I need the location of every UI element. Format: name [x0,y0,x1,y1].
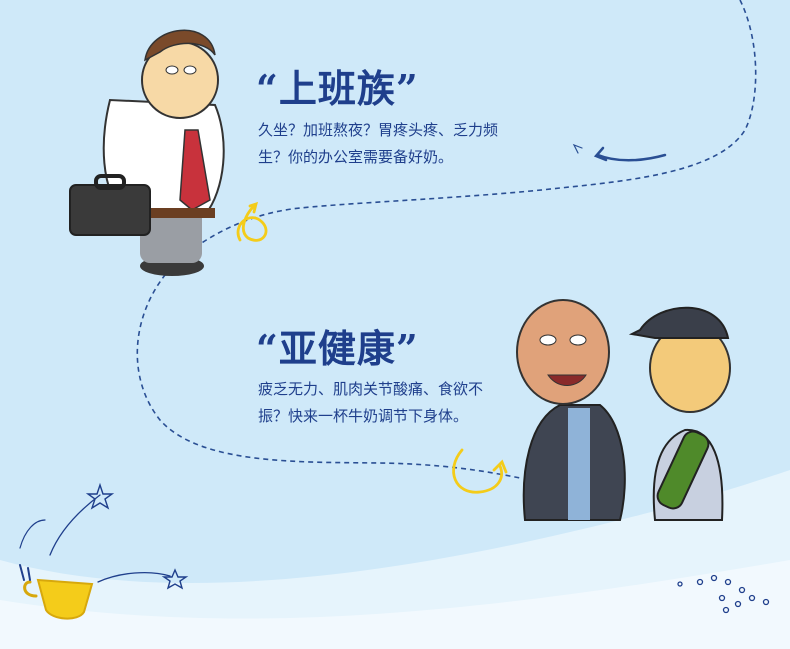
section-title-sub-health: “亚健康” [256,326,419,371]
two-men-icon [516,299,731,521]
star-icon [85,482,189,590]
dashed-path [136,0,757,479]
coffee-cup-icon [19,494,171,620]
doodle-dots [677,574,770,614]
section-title-office-worker: “上班族” [256,66,419,111]
arrow-icon [572,143,667,162]
section-description-sub-health: 疲乏无力、肌肉关节酸痛、食欲不振？快来一杯牛奶调节下身体。 [258,380,484,425]
yellow-swirl-icon [236,201,508,494]
section-description-office-worker: 久坐？加班熬夜？胃疼头疼、乏力频生？你的办公室需要备好奶。 [258,121,499,166]
office-worker-icon [69,29,225,276]
